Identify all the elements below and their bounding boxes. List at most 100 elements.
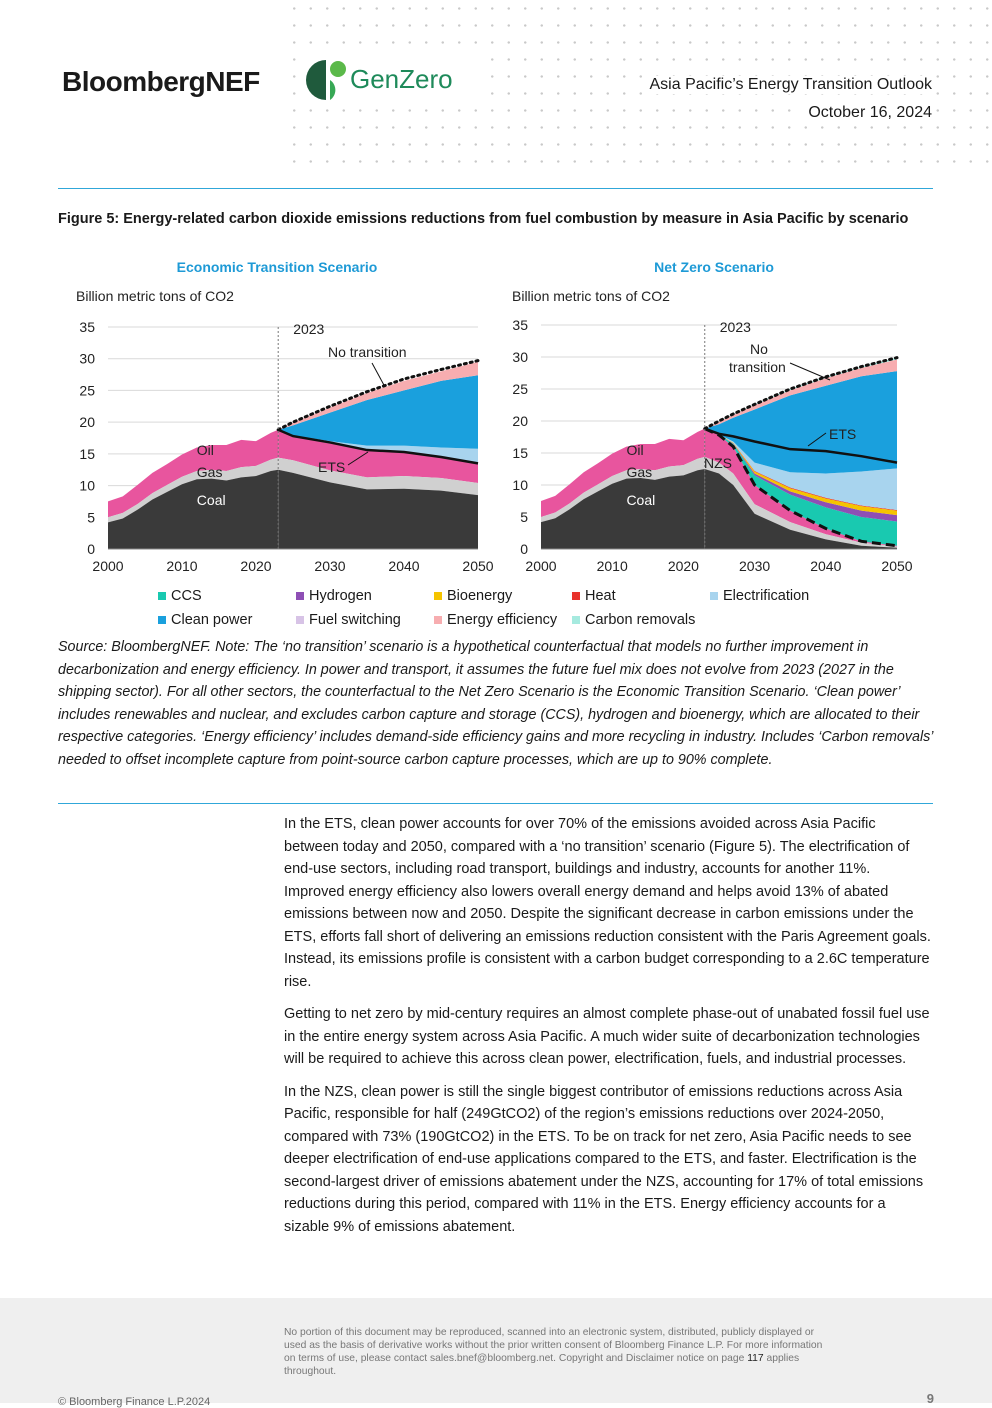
coal-area [108, 469, 279, 549]
legend-swatch [710, 592, 718, 600]
y-tick-label: 35 [79, 319, 95, 335]
legend-label: Hydrogen [309, 588, 372, 604]
y-tick-label: 35 [512, 317, 528, 333]
y-tick-label: 20 [79, 414, 95, 430]
x-tick-label: 2030 [314, 558, 345, 574]
y-tick-label: 10 [512, 477, 528, 493]
report-title: Asia Pacific’s Energy Transition Outlook [643, 76, 932, 94]
note-divider [58, 803, 933, 804]
gas-area [108, 457, 279, 523]
legend-swatch [434, 592, 442, 600]
coal-area-projected [704, 469, 897, 549]
legend-label: Heat [585, 588, 616, 604]
paragraph-3: In the NZS, clean power is still the sin… [284, 1083, 924, 1235]
y-tick-label: 25 [79, 382, 95, 398]
nzs-line [704, 427, 898, 548]
coal-area [541, 469, 705, 549]
x-tick-label: 2020 [240, 558, 271, 574]
y-tick-label: 5 [87, 509, 95, 525]
y-tick-label: 5 [520, 509, 528, 525]
ets-line [704, 427, 898, 464]
gas-area-projected [704, 456, 897, 548]
legend-item: Heat [572, 588, 616, 604]
ets-line [277, 428, 479, 465]
bloombergnef-logo: BloombergNEF [58, 66, 264, 98]
genzero-logo: GenZero [300, 56, 480, 106]
clean-power-area [704, 371, 897, 474]
x-tick-label: 2050 [462, 558, 493, 574]
ets-leader [347, 451, 369, 466]
legend-label: Fuel switching [309, 612, 401, 628]
x-tick-label: 2050 [881, 558, 912, 574]
electrification-area [704, 428, 897, 510]
body-text: In the ETS, clean power accounts for ove… [284, 813, 934, 1248]
clean-power-area [278, 375, 478, 449]
year-marker-label: 2023 [720, 319, 751, 335]
gas-label: Gas [197, 464, 223, 480]
legend-label: Electrification [723, 588, 810, 604]
x-tick-label: 2000 [92, 558, 123, 574]
legend-label: Energy efficiency [447, 612, 558, 628]
oil-area [108, 429, 279, 518]
top-divider [58, 188, 933, 189]
chart-ets: Economic Transition Scenario Billion metr… [76, 259, 494, 574]
no-transition-line [703, 356, 899, 431]
legend-item: Fuel switching [296, 612, 401, 628]
legend-item: Energy efficiency [434, 612, 557, 628]
year-marker-label: 2023 [293, 321, 324, 337]
legend-label: CCS [171, 588, 202, 604]
chart-nzs: Net Zero Scenario Billion metric tons of … [512, 259, 913, 574]
y-tick-label: 10 [79, 478, 95, 494]
page-number: 9 [926, 1391, 934, 1406]
copyright: © Bloomberg Finance L.P.2024 [58, 1396, 211, 1408]
nzs-label: NZS [704, 455, 732, 471]
legend-swatch [434, 616, 442, 624]
y-tick-label: 15 [512, 445, 528, 461]
y-tick-label: 20 [512, 413, 528, 429]
oil-label: Oil [197, 442, 214, 458]
x-tick-label: 2030 [739, 558, 770, 574]
legend-swatch [158, 592, 166, 600]
gas-label: Gas [626, 464, 652, 480]
page-footer [0, 1298, 992, 1403]
legend-item: Clean power [158, 612, 252, 628]
gas-area [541, 456, 705, 523]
y-tick-label: 0 [87, 541, 95, 557]
ets-label: ETS [829, 426, 856, 442]
y-axis-label: Billion metric tons of CO2 [76, 288, 234, 304]
y-tick-label: 25 [512, 381, 528, 397]
no-transition-label-line1: No [750, 341, 768, 357]
no-transition-line [276, 359, 480, 432]
legend-swatch [572, 616, 580, 624]
x-tick-label: 2010 [166, 558, 197, 574]
ccs-area [704, 428, 897, 546]
x-tick-label: 2040 [810, 558, 841, 574]
energy-efficiency-area [704, 359, 897, 429]
x-tick-label: 2010 [597, 558, 628, 574]
report-date: October 16, 2024 [802, 104, 932, 122]
chart-title: Net Zero Scenario [654, 259, 774, 275]
x-tick-label: 2000 [525, 558, 556, 574]
coal-area-projected [278, 469, 478, 549]
legend-item: Bioenergy [434, 588, 512, 604]
legend-item: CCS [158, 588, 202, 604]
no-transition-label-line2: transition [729, 359, 786, 375]
figure-charts: Economic Transition Scenario Billion metr… [76, 259, 913, 574]
y-axis-label: Billion metric tons of CO2 [512, 288, 670, 304]
genzero-mark-icon [306, 60, 346, 100]
disclaimer: No portion of this document may be repro… [284, 1327, 823, 1377]
legend-swatch [296, 616, 304, 624]
oil-label: Oil [626, 442, 643, 458]
disclaimer-page-link[interactable]: 117 [747, 1353, 764, 1364]
y-tick-label: 30 [79, 351, 95, 367]
no-transition-label: No transition [328, 344, 407, 360]
legend-item: Carbon removals [572, 612, 695, 628]
paragraph-2: Getting to net zero by mid-century requi… [284, 1006, 930, 1067]
figure-title: Figure 5: Energy-related carbon dioxide … [58, 211, 909, 227]
no-transition-leader [789, 362, 831, 381]
y-tick-label: 30 [512, 349, 528, 365]
legend-swatch [296, 592, 304, 600]
oil-area [541, 428, 705, 517]
gas-area-projected [278, 457, 478, 496]
genzero-wordmark: GenZero [350, 64, 453, 94]
